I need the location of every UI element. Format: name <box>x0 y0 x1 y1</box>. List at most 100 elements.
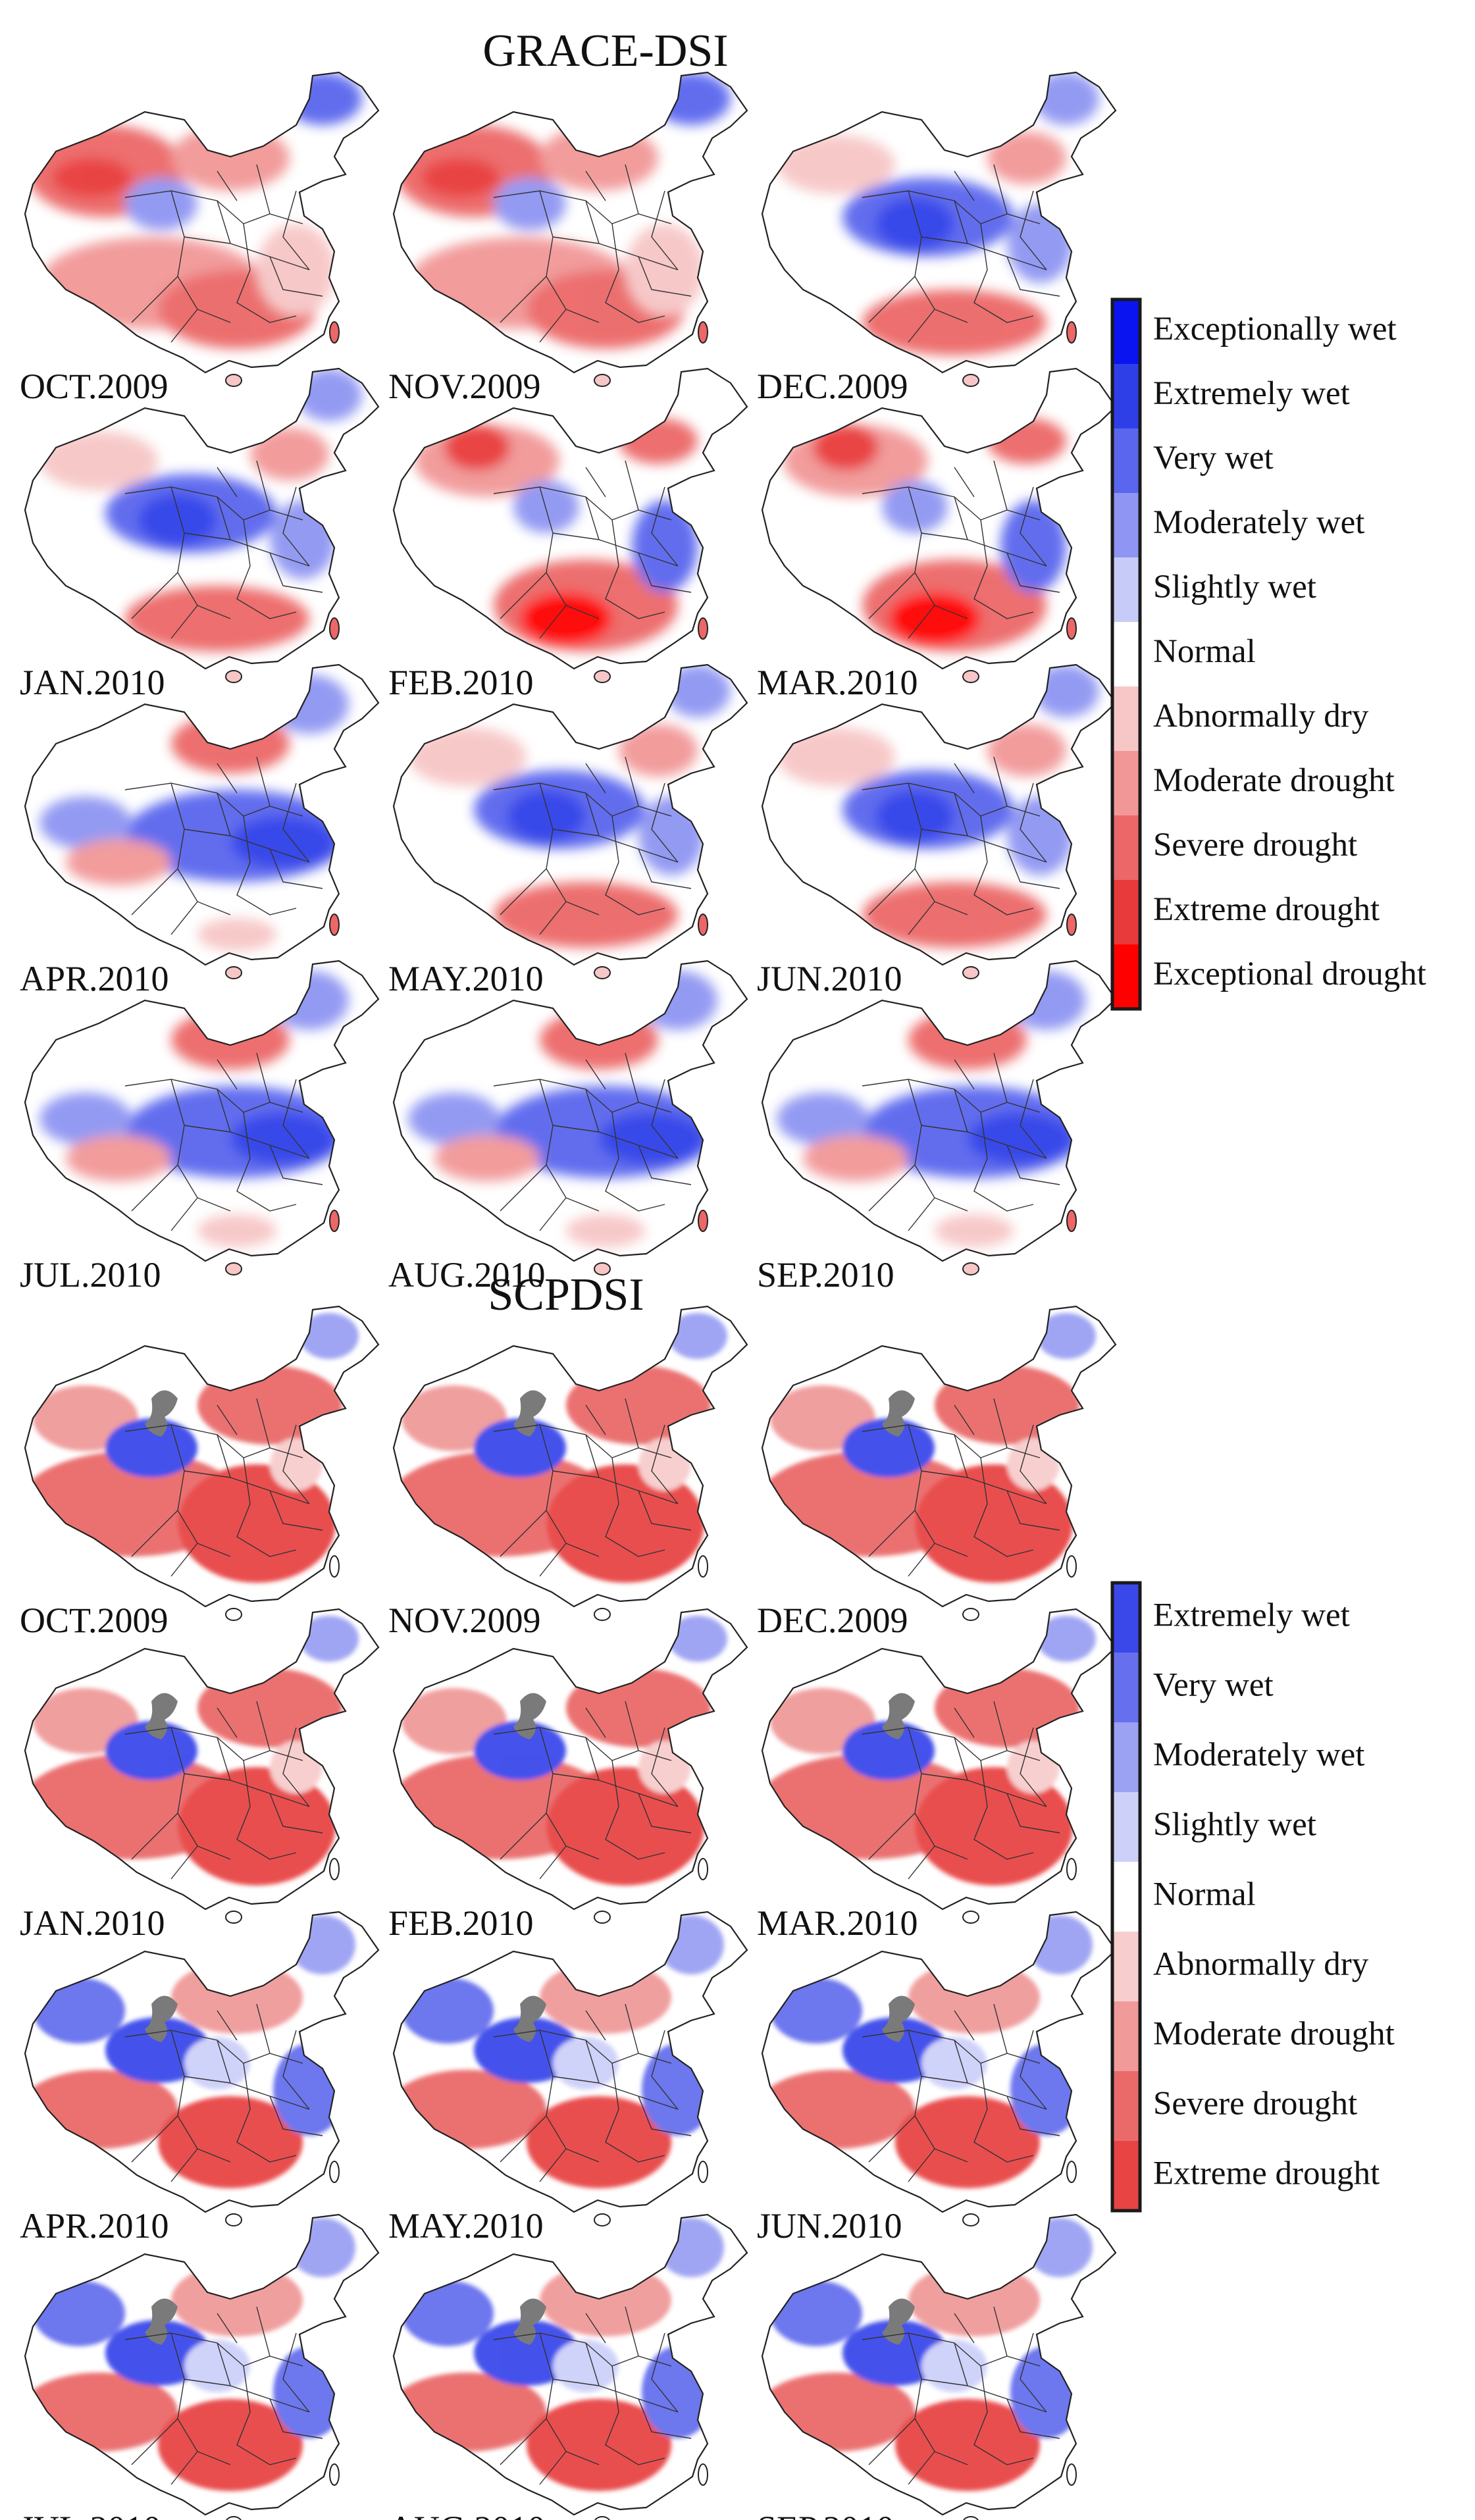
panel-label: FEB.2010 <box>388 1903 534 1943</box>
map-panel-grace-jan-2010: JAN.2010 <box>20 367 380 702</box>
legend-swatch <box>1112 2071 1140 2141</box>
legend-swatch <box>1112 428 1140 493</box>
grace-dsi-section: GRACE-DSI OCT.2009 NOV.2009 DEC.2009 JAN.20… <box>20 26 1426 1295</box>
map-panel-scpdsi-feb-2010: FEB.2010 <box>388 1608 748 1943</box>
panel-label: JUN.2010 <box>757 959 902 998</box>
legend-label: Extreme drought <box>1153 891 1380 928</box>
drought-field <box>25 1616 359 1886</box>
drought-field <box>394 1616 727 1886</box>
grace-title: GRACE-DSI <box>482 26 728 76</box>
panel-label: JAN.2010 <box>20 663 165 702</box>
legend-swatch <box>1112 2141 1140 2211</box>
missing-data-patch <box>145 1995 178 2042</box>
missing-data-patch <box>882 1693 915 1739</box>
map-panel-scpdsi-dec-2009: DEC.2009 <box>757 1305 1117 1640</box>
panel-label: JUL.2010 <box>20 2509 161 2520</box>
taiwan-island <box>1066 321 1077 344</box>
map-panel-grace-feb-2010: FEB.2010 <box>388 367 748 702</box>
legend-label: Moderately wet <box>1153 1737 1364 1774</box>
taiwan-island <box>1066 913 1077 936</box>
legend-label: Slightly wet <box>1153 1807 1316 1843</box>
missing-data-patch <box>145 2298 178 2345</box>
map-panel-grace-dec-2009: DEC.2009 <box>757 71 1117 406</box>
panel-label: SEP.2010 <box>757 1255 894 1295</box>
hainan-island <box>226 2516 242 2520</box>
taiwan-island <box>1066 1555 1077 1578</box>
hainan-island <box>594 1911 611 1924</box>
map-panel-grace-oct-2009: OCT.2009 <box>20 71 380 406</box>
legend-swatch <box>1112 1792 1140 1862</box>
legend-label: Extremely wet <box>1153 1597 1350 1634</box>
panel-label: NOV.2009 <box>388 367 541 406</box>
hainan-island <box>962 374 979 387</box>
map-panel-scpdsi-mar-2010: MAR.2010 <box>757 1608 1117 1943</box>
legend-swatch <box>1112 1932 1140 2001</box>
map-panel-scpdsi-may-2010: MAY.2010 <box>388 1911 748 2246</box>
hainan-island <box>225 670 242 683</box>
legend-swatch <box>1112 364 1140 428</box>
panel-label: AUG.2010 <box>388 2509 546 2520</box>
panel-label: OCT.2009 <box>20 1601 168 1640</box>
hainan-island <box>962 1911 979 1924</box>
drought-field <box>762 1616 1096 1886</box>
panel-label: OCT.2009 <box>20 367 168 406</box>
grace-legend: Exceptionally wet Extremely wet Very wet Mo… <box>1110 297 1426 1011</box>
taiwan-island <box>329 2463 340 2486</box>
drought-field <box>26 72 362 349</box>
hainan-island <box>225 2213 242 2226</box>
panel-label: MAR.2010 <box>757 663 918 702</box>
hainan-island <box>962 1608 979 1621</box>
map-panel-scpdsi-aug-2010: AUG.2010 <box>388 2213 748 2520</box>
hainan-island <box>963 2516 979 2520</box>
legend-frame <box>1110 1581 1142 2213</box>
missing-data-patch <box>882 1995 915 2042</box>
legend-label: Severe drought <box>1153 2086 1357 2122</box>
panel-label: JUN.2010 <box>757 2206 902 2246</box>
hainan-island <box>962 2213 979 2226</box>
panel-label: APR.2010 <box>20 2206 169 2246</box>
legend-swatch <box>1112 1583 1140 1653</box>
drought-field <box>762 1313 1096 1583</box>
drought-field <box>762 1915 1093 2188</box>
legend-label: Abnormally dry <box>1153 698 1369 734</box>
map-panel-grace-jun-2010: JUN.2010 <box>757 663 1117 998</box>
legend-label: Very wet <box>1153 1667 1274 1704</box>
taiwan-island <box>1066 1858 1077 1880</box>
taiwan-island <box>698 321 708 344</box>
legend-frame <box>1110 297 1142 1011</box>
legend-label: Extreme drought <box>1153 2155 1380 2192</box>
panel-label: JAN.2010 <box>20 1903 165 1943</box>
map-panel-grace-jul-2010: JUL.2010 <box>20 960 380 1295</box>
legend-swatch <box>1112 1653 1140 1722</box>
map-panel-scpdsi-sep-2010: SEP.2010 <box>757 2213 1117 2520</box>
map-panel-scpdsi-jun-2010: JUN.2010 <box>757 1911 1117 2246</box>
hainan-island <box>225 1911 242 1924</box>
legend-swatch <box>1112 880 1140 944</box>
legend-label: Extremely wet <box>1153 375 1350 412</box>
map-panel-grace-aug-2010: AUG.2010 <box>388 960 748 1295</box>
missing-data-patch <box>145 1390 178 1437</box>
hainan-island <box>594 2213 611 2226</box>
legend-swatch <box>1112 686 1140 751</box>
taiwan-island <box>698 617 708 640</box>
legend-swatch <box>1112 493 1140 557</box>
hainan-island <box>225 1262 242 1275</box>
legend-label: Severe drought <box>1153 827 1357 863</box>
taiwan-island <box>329 913 340 936</box>
drought-field <box>25 1313 359 1583</box>
hainan-island <box>594 1608 611 1621</box>
legend-label: Slightly wet <box>1153 569 1316 605</box>
taiwan-island <box>698 1555 708 1578</box>
drought-field <box>395 72 731 349</box>
taiwan-island <box>329 2161 340 2183</box>
map-panel-grace-apr-2010: APR.2010 <box>20 663 380 998</box>
taiwan-island <box>329 1858 340 1880</box>
missing-data-patch <box>513 1390 546 1437</box>
map-panel-grace-sep-2010: SEP.2010 <box>757 960 1117 1295</box>
legend-swatch <box>1112 751 1140 815</box>
hainan-island <box>225 374 242 387</box>
panel-label: DEC.2009 <box>757 367 908 406</box>
taiwan-island <box>329 1555 340 1578</box>
drought-field <box>25 1915 355 2188</box>
taiwan-island <box>698 2463 708 2486</box>
